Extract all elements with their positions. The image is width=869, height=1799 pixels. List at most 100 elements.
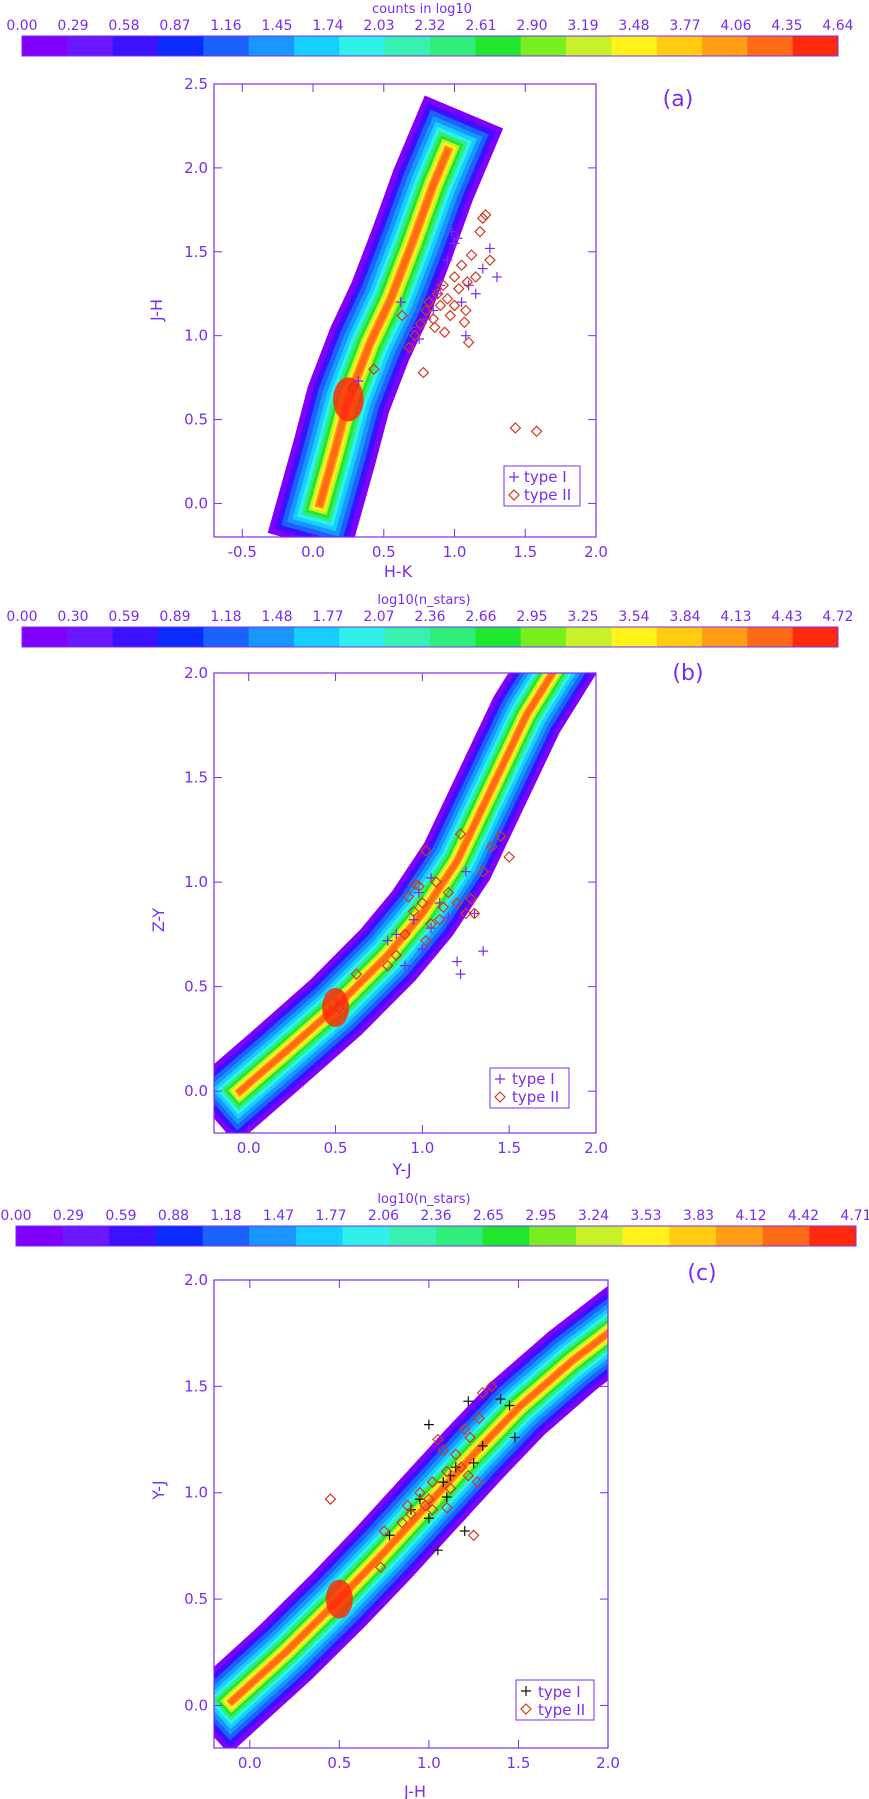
colorbar-cell [430,36,476,56]
x-tick-label: 2.0 [596,1754,620,1772]
type2-point [448,299,461,312]
density-peak [333,377,364,422]
type1-point [455,969,466,980]
type1-point [432,288,443,299]
type2-point [423,296,435,308]
colorbar-cell [112,36,159,56]
type2-point [409,878,422,891]
colorbar-cell [520,36,567,56]
y-tick-label: 1.0 [184,1484,208,1502]
colorbar-cell [656,36,703,56]
colorbar-tick-label: 2.36 [414,609,445,625]
type2-point [458,316,471,329]
colorbar-cell [112,627,159,647]
panel-a-label: (a) [663,87,694,112]
colorbar-tick-label: 2.95 [516,609,547,625]
colorbar-tick-label: 0.58 [108,18,139,34]
panel-a-xlabel: H-K [384,562,413,581]
colorbar-tick-label: 1.16 [210,18,241,34]
colorbar-tick-label: 0.88 [158,1208,189,1224]
colorbar-tick-label: 2.03 [363,18,394,34]
y-tick-label: 2.0 [184,159,208,177]
panel-c-density [214,1285,608,1748]
x-tick-label: 1.5 [497,1139,521,1157]
type2-point [462,336,475,349]
type2-point [468,907,481,920]
colorbar-tick-label: 4.06 [720,18,751,34]
type1-point [438,1477,449,1488]
colorbar-tick-label: 2.36 [420,1208,451,1224]
type1-point [459,1526,470,1537]
type2-point [455,259,468,272]
x-tick-label: 0.0 [238,1754,262,1772]
colorbar-cell [296,1226,344,1246]
x-tick-label: 1.0 [410,1139,434,1157]
type1-point [477,1440,488,1451]
type2-point [474,225,486,238]
x-tick-label: 0.5 [327,1754,351,1772]
colorbar-cell [520,627,567,647]
type2-point [467,1529,480,1542]
panel-b-frame [213,672,597,1134]
colorbar-cell [384,36,431,56]
type2-point [432,1433,444,1446]
x-tick-label: 1.5 [513,543,537,561]
type2-point [464,1431,476,1444]
type2-point [449,1448,462,1461]
panel-a-markers [346,209,543,438]
type2-point [484,254,496,267]
colorbar-tick-label: 4.43 [771,609,802,625]
colorbar-cell [202,1226,250,1246]
colorbar-tick-label: 0.59 [105,1208,136,1224]
colorbar-cell [16,1226,64,1246]
type1-point [491,271,502,282]
type1-point [417,944,428,954]
legend-diamond-icon [494,1091,506,1103]
type2-point [402,890,415,903]
type1-point [468,1457,479,1468]
colorbar-c-ticks: 0.00 0.29 0.59 0.88 1.18 1.47 1.77 2.06 2.36 2.65… [0,1208,869,1224]
type2-point [414,318,427,330]
legend-c-type2: type II [538,1701,585,1719]
colorbar-cell [611,36,658,56]
colorbar-cell [656,627,703,647]
type1-point [460,330,471,341]
density-contour [316,147,452,508]
type2-point [476,1386,489,1399]
panel-b-ylabel: Z-Y [149,908,168,933]
type1-point [413,887,424,898]
density-peak [322,988,350,1028]
type2-point [444,1482,457,1495]
type2-point [416,897,429,909]
type1-point [477,263,488,274]
panel-a-frame [213,83,597,538]
type1-point [400,960,410,971]
colorbar-b-title: log10(n_stars) [377,593,470,608]
y-tick-label: 2.0 [184,664,208,682]
type2-point [419,844,432,857]
x-tick-label: 0.5 [324,1139,348,1157]
y-tick-label: 0.0 [184,1696,208,1714]
type2-point [444,309,457,322]
type1-point [441,1491,452,1502]
type2-point [437,1444,450,1457]
legend-b-type1: type I [512,1070,555,1088]
type2-point [426,1503,439,1516]
panel-b-xlabel: Y-J [391,1160,411,1179]
type2-point [494,830,507,842]
type2-point [390,949,403,962]
colorbar-tick-label: 0.29 [57,18,88,34]
colorbar-cell [702,36,748,56]
panel-a-ylabel: J-H [147,299,166,322]
type2-point [473,1412,485,1425]
colorbar-cell [792,36,839,56]
type1-point [423,1513,434,1524]
colorbar-cell [294,36,340,56]
panel-c: (c) 0.0 0.5 1.0 1.5 2.0 0.0 0.5 1.0 1.5 2.0 J-H Y… [149,1261,717,1799]
type1-point [478,946,489,957]
colorbar-tick-label: 3.54 [618,609,649,625]
type2-point [469,271,482,283]
colorbar-cell [294,627,340,647]
colorbar-tick-label: 1.18 [210,609,241,625]
type2-point [461,276,474,288]
